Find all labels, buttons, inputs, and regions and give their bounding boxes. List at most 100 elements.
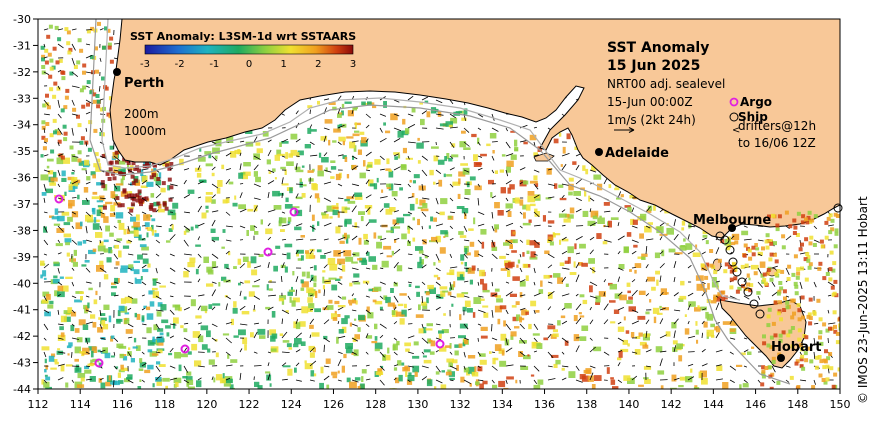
sst-pixel	[349, 303, 353, 306]
sst-pixel	[552, 329, 558, 333]
sst-pixel	[374, 300, 383, 305]
sst-pixel	[828, 213, 833, 218]
current-vector	[253, 304, 256, 311]
x-tick-label: 128	[365, 398, 386, 411]
sst-pixel	[804, 217, 808, 222]
sst-pixel	[449, 287, 452, 291]
sst-pixel	[640, 213, 647, 221]
sst-pixel	[444, 156, 448, 162]
sst-pixel	[825, 377, 830, 382]
sst-pixel	[68, 342, 73, 347]
sst-pixel	[509, 293, 517, 297]
y-tick-label: -31	[13, 39, 31, 52]
sst-pixel	[304, 363, 313, 370]
current-vector	[673, 292, 679, 297]
ship-position	[728, 257, 738, 267]
sst-pixel	[361, 376, 364, 382]
current-vector	[449, 266, 458, 269]
sst-pixel	[205, 192, 213, 195]
sst-pixel	[557, 277, 563, 284]
current-vector	[267, 222, 271, 227]
current-vector	[239, 305, 246, 311]
sst-pixel	[775, 223, 780, 228]
sst-pixel	[338, 329, 344, 334]
sst-pixel	[124, 312, 130, 315]
sst-pixel	[71, 255, 74, 263]
sst-pixel	[138, 235, 141, 240]
sst-pixel	[572, 161, 577, 165]
current-vector	[575, 262, 580, 269]
sst-pixel	[366, 335, 373, 339]
sst-pixel	[831, 268, 836, 273]
sst-pixel	[447, 369, 452, 373]
sst-pixel	[66, 345, 72, 349]
sst-pixel	[372, 264, 378, 270]
current-vector	[127, 169, 135, 174]
sst-pixel	[81, 104, 86, 109]
sst-pixel	[41, 125, 46, 130]
current-vector	[155, 253, 160, 257]
sst-pixel	[245, 130, 253, 134]
current-vector	[99, 211, 105, 215]
current-vector	[85, 267, 91, 273]
sst-pixel	[307, 105, 313, 109]
sst-pixel	[171, 212, 177, 220]
sst-pixel	[396, 311, 403, 317]
current-vector	[71, 281, 75, 287]
current-vector	[351, 337, 359, 342]
current-vector	[617, 307, 625, 311]
sst-pixel	[443, 313, 446, 316]
current-vector	[155, 295, 162, 300]
sst-pixel	[450, 117, 458, 124]
current-vector	[71, 239, 78, 245]
sst-pixel	[331, 284, 338, 291]
current-vector	[799, 379, 807, 382]
sst-pixel	[513, 199, 520, 202]
current-vector	[43, 71, 49, 75]
current-vector	[71, 211, 76, 215]
sst-pixel	[100, 317, 107, 321]
sst-pixel	[93, 163, 101, 168]
current-vector	[85, 365, 91, 367]
sst-pixel	[112, 176, 117, 181]
sst-pixel	[779, 286, 784, 291]
sst-pixel	[273, 265, 278, 272]
current-vector	[57, 69, 62, 73]
sst-pixel	[386, 230, 393, 233]
sst-pixel	[366, 165, 369, 170]
current-vector	[799, 295, 801, 304]
sst-pixel	[83, 187, 89, 193]
sst-pixel	[238, 282, 241, 286]
sst-pixel	[404, 342, 411, 347]
sst-pixel	[89, 55, 94, 60]
current-vector	[407, 267, 413, 270]
current-vector	[239, 348, 243, 353]
sst-pixel	[205, 205, 209, 209]
current-vector	[85, 197, 89, 202]
sst-pixel	[553, 233, 561, 236]
current-vector	[505, 253, 510, 256]
current-vector	[337, 306, 344, 311]
sst-pixel	[579, 243, 586, 249]
current-vector	[575, 365, 580, 371]
sst-pixel	[108, 375, 111, 381]
current-vector	[281, 211, 286, 214]
current-vector	[547, 378, 556, 381]
sst-pixel	[49, 87, 54, 92]
current-vector	[701, 308, 707, 311]
current-vector	[225, 225, 233, 228]
current-vector	[71, 85, 80, 88]
sst-pixel	[429, 351, 435, 355]
current-vector	[589, 222, 597, 227]
sst-pixel	[807, 265, 812, 270]
sst-pixel	[657, 370, 665, 375]
sst-pixel	[212, 303, 221, 306]
current-vector	[169, 365, 176, 369]
current-vector	[43, 263, 50, 269]
sst-pixel	[742, 253, 747, 258]
sst-pixel	[543, 337, 549, 341]
sst-pixel	[271, 311, 276, 318]
current-vector	[421, 323, 424, 329]
current-vector	[589, 169, 597, 173]
sst-pixel	[168, 228, 173, 232]
